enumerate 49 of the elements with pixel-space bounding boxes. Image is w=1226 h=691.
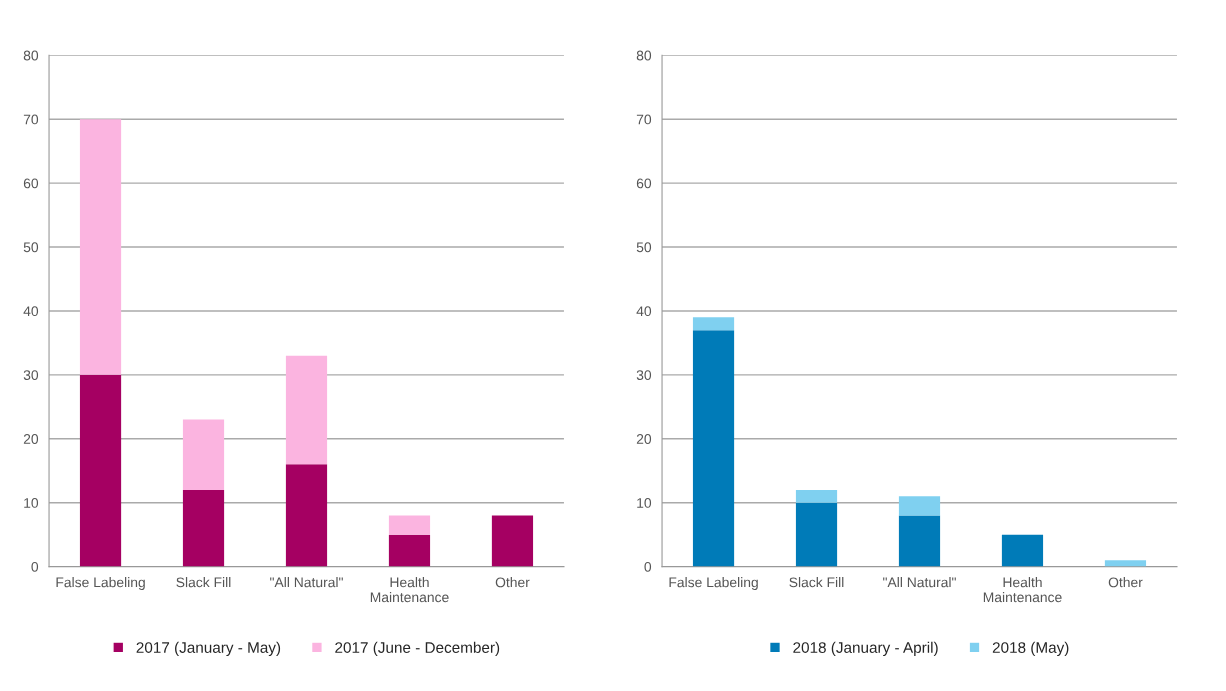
legend-label: 2018 (May) bbox=[992, 641, 1069, 656]
y-tick-label: 80 bbox=[636, 50, 652, 61]
y-tick-label: 40 bbox=[23, 306, 39, 317]
y-tick-label: 60 bbox=[636, 178, 652, 189]
x-tick-label: "All Natural" bbox=[270, 577, 343, 588]
legend-label: 2017 (January - May) bbox=[136, 641, 281, 656]
bar bbox=[285, 355, 328, 465]
bar bbox=[1104, 560, 1147, 567]
bar bbox=[388, 534, 431, 567]
y-tick-label: 10 bbox=[24, 498, 39, 508]
y-tick-label: 70 bbox=[636, 114, 652, 125]
y-tick-label: 20 bbox=[23, 434, 39, 444]
y-tick-label: 40 bbox=[636, 306, 652, 317]
bar bbox=[898, 515, 941, 567]
bar bbox=[182, 419, 225, 490]
x-tick-label: False Labeling bbox=[669, 577, 758, 590]
y-tick-label: 50 bbox=[23, 242, 39, 253]
bar bbox=[285, 464, 328, 567]
x-tick-label: "All Natural" bbox=[883, 577, 956, 588]
x-tick-label: Other bbox=[495, 577, 530, 588]
legend-label: 2018 (January - April) bbox=[793, 641, 938, 656]
y-tick-label: 0 bbox=[31, 561, 39, 572]
y-tick-label: 30 bbox=[23, 370, 39, 381]
bar bbox=[1001, 534, 1044, 567]
y-tick-label: 70 bbox=[23, 114, 39, 125]
x-tick-label: Other bbox=[1108, 577, 1143, 588]
bar bbox=[692, 330, 735, 567]
y-tick-label: 0 bbox=[644, 561, 652, 572]
y-tick-label: 30 bbox=[636, 370, 652, 381]
legend-label: 2017 (June - December) bbox=[335, 641, 500, 656]
bar bbox=[898, 496, 941, 516]
y-tick-label: 50 bbox=[636, 242, 652, 253]
bar bbox=[79, 119, 122, 375]
x-tick-label: Slack Fill bbox=[789, 577, 844, 588]
y-tick-label: 10 bbox=[637, 498, 652, 508]
bar bbox=[79, 374, 122, 567]
x-tick-label: Health Maintenance bbox=[370, 577, 449, 603]
bar bbox=[795, 489, 838, 503]
bar bbox=[182, 489, 225, 567]
x-tick-label: Slack Fill bbox=[176, 577, 231, 588]
y-tick-label: 20 bbox=[636, 434, 652, 444]
bar bbox=[491, 515, 534, 567]
x-tick-label: False Labeling bbox=[56, 577, 145, 590]
bar bbox=[388, 515, 431, 535]
x-tick-label: Health Maintenance bbox=[983, 577, 1062, 603]
y-tick-label: 60 bbox=[23, 178, 39, 189]
bar bbox=[795, 502, 838, 567]
y-tick-label: 80 bbox=[23, 50, 39, 61]
bar bbox=[692, 317, 735, 331]
